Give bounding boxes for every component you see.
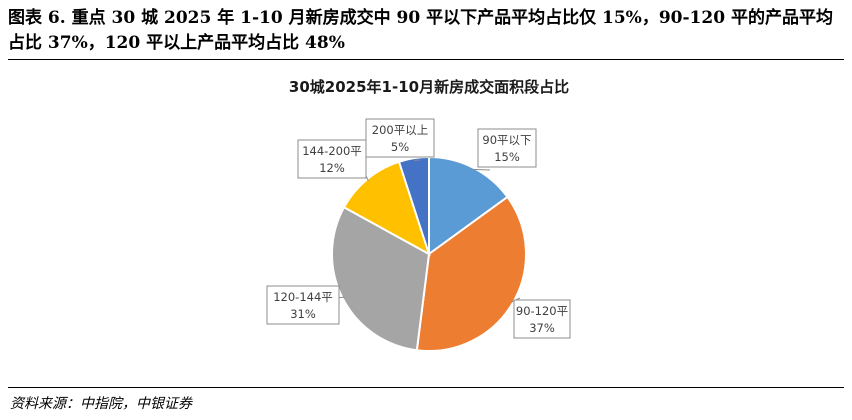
source-note: 资料来源：中指院，中银证券 [10,396,192,412]
slice-label-box-3 [297,139,367,179]
pie-slice-2 [331,205,431,352]
slice-label-name-4: 200平以上 [372,123,428,137]
slice-label-value-1: 37% [529,321,555,335]
slice-label-value-2: 31% [290,307,316,321]
slice-label-value-4: 5% [391,140,409,154]
slice-labels: 90平以下 15% 90-120平 37% 120-144平 31% 144-200平 12%… [266,118,571,339]
slice-label-box-1 [513,299,571,339]
slice-label-name-0: 90平以下 [482,133,531,147]
slice-label-box-2 [266,285,340,325]
pie-slice-1 [415,195,527,352]
slice-label-name-2: 120-144平 [273,290,333,304]
leader-line-0 [472,168,491,171]
pie-chart: 30城2025年1-10月新房成交面积段占比 90平以下 15% 90-120平 37… [266,78,571,352]
slice-label-value-3: 12% [319,161,345,175]
slice-label-name-1: 90-120平 [516,304,568,318]
slice-label-name-3: 144-200平 [302,144,362,158]
chart-title: 30城2025年1-10月新房成交面积段占比 [289,78,569,96]
pie-slices [331,155,527,352]
slice-label-box-4 [365,118,435,158]
slice-label-value-0: 15% [494,150,520,164]
caption-divider [8,59,844,60]
source-divider [8,387,844,388]
slice-label-box-0 [477,128,537,168]
figure-caption: 图表 6. 重点 30 城 2025 年 1-10 月新房成交中 90 平以下产… [8,8,833,53]
